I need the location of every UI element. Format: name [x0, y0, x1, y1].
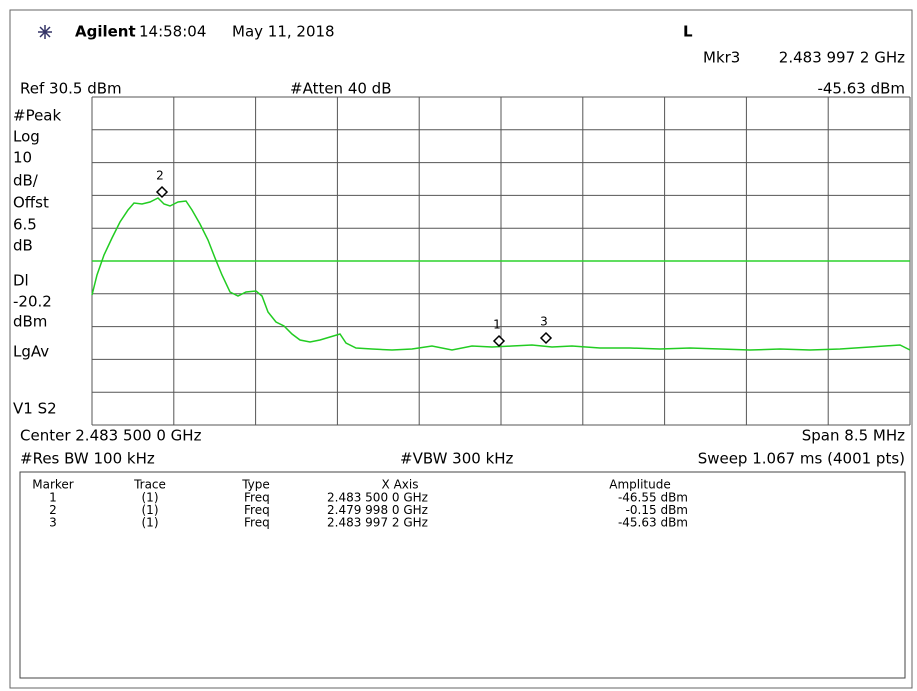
column-header: X Axis	[382, 478, 419, 492]
sweep: Sweep 1.067 ms (4001 pts)	[698, 450, 905, 468]
marker-frequency: 2.483 997 2 GHz	[779, 49, 905, 67]
table-cell: (1)	[142, 503, 159, 517]
column-header: Marker	[32, 478, 74, 492]
left-label: LgAv	[13, 343, 49, 361]
column-header: Trace	[133, 478, 166, 492]
marker-amplitude: -45.63 dBm	[817, 80, 905, 98]
trace-markers: 1 2 3	[155, 169, 553, 348]
brand: Agilent	[75, 23, 136, 41]
resolution-bandwidth: #Res BW 100 kHz	[20, 450, 155, 468]
marker-number: 3	[540, 315, 548, 329]
table-cell: (1)	[142, 491, 159, 505]
left-label: Dl	[13, 272, 29, 290]
mode: L	[683, 23, 693, 41]
attenuation: #Atten 40 dB	[290, 80, 392, 98]
left-label: 10	[13, 149, 32, 167]
table-cell: 2.479 998 0 GHz	[327, 503, 428, 517]
logo-icon	[38, 25, 52, 39]
trace	[91, 197, 911, 351]
left-label: V1 S2	[13, 400, 57, 418]
table-cell: 1	[49, 491, 57, 505]
span: Span 8.5 MHz	[802, 427, 905, 445]
left-label: dB/	[13, 172, 39, 190]
time: 14:58:04	[139, 23, 206, 41]
table-cell: Freq	[244, 516, 270, 530]
left-label: -20.2	[13, 293, 52, 311]
marker-number: 1	[493, 318, 501, 332]
left-annotations: #Peak Log 10 dB/Offst 6.5 dB Dl -20.2 dBm LgAv V1 …	[13, 107, 61, 418]
left-label: Offst	[13, 194, 49, 212]
marker-diamond	[155, 185, 169, 199]
column-header: Type	[241, 478, 270, 492]
left-label: dBm	[13, 313, 47, 331]
video-bandwidth: #VBW 300 kHz	[400, 450, 514, 468]
table-cell: Freq	[244, 503, 270, 517]
left-label: #Peak	[13, 107, 61, 125]
center-frequency: Center 2.483 500 0 GHz	[20, 427, 202, 445]
column-header: Amplitude	[609, 478, 671, 492]
table-cell: -46.55 dBm	[618, 491, 688, 505]
marker-diamond	[492, 334, 506, 348]
table-cell: 2	[49, 503, 57, 517]
marker-diamond	[539, 331, 553, 345]
marker-table-box	[19, 471, 906, 679]
table-cell: 2.483 500 0 GHz	[327, 491, 428, 505]
table-cell: -45.63 dBm	[618, 516, 688, 530]
table-cell: 3	[49, 516, 57, 530]
left-label: dB	[13, 237, 33, 255]
table-cell: (1)	[142, 516, 159, 530]
marker-label: Mkr3	[703, 49, 740, 67]
marker-table: Marker Trace Type X Axis Amplitude 1 (1) Freq 2.…	[32, 478, 688, 530]
left-label: Log	[13, 128, 40, 146]
table-cell: 2.483 997 2 GHz	[327, 516, 428, 530]
marker-number: 2	[156, 169, 164, 183]
ref-level: Ref 30.5 dBm	[20, 80, 122, 98]
date: May 11, 2018	[232, 23, 335, 41]
table-cell: Freq	[244, 491, 270, 505]
left-label: 6.5	[13, 216, 37, 234]
table-cell: -0.15 dBm	[626, 503, 688, 517]
